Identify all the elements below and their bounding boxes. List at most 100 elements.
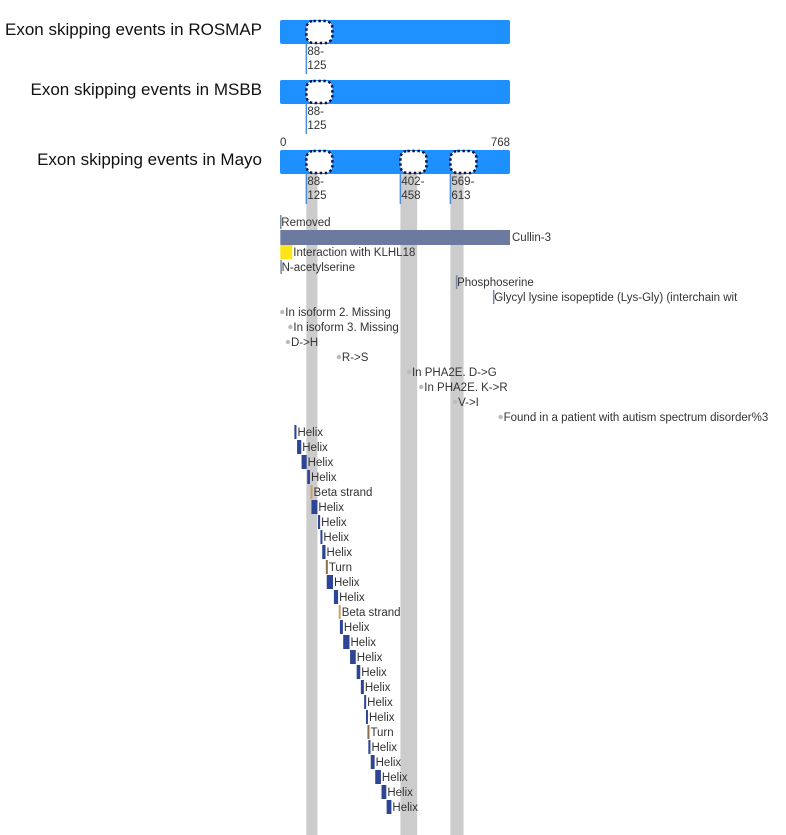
helix-segment[interactable]	[294, 425, 297, 439]
helix-segment[interactable]	[333, 590, 339, 604]
helix-segment[interactable]	[343, 635, 350, 649]
exon-skip-event[interactable]	[449, 149, 478, 175]
variant-dot[interactable]	[406, 369, 412, 375]
variant-dot[interactable]	[419, 384, 424, 390]
turn-segment[interactable]	[367, 725, 370, 739]
feature-label: Helix	[344, 622, 370, 634]
feature-label: Helix	[361, 667, 387, 679]
feature-label: Helix	[369, 712, 395, 724]
helix-segment[interactable]	[320, 530, 323, 544]
helix-segment[interactable]	[356, 665, 361, 679]
feature-label: Beta strand	[342, 607, 401, 619]
feature-label: Turn	[329, 562, 352, 574]
helix-segment[interactable]	[297, 440, 302, 454]
helix-segment[interactable]	[386, 800, 392, 814]
variant-dot[interactable]	[452, 399, 458, 405]
dataset-title: Exon skipping events in MSBB	[30, 80, 262, 99]
feature-variant: V->I	[452, 397, 479, 409]
variant-dot[interactable]	[498, 414, 503, 420]
feature-variant: In isoform 2. Missing	[280, 307, 391, 319]
feature-variant: In PHA2E. K->R	[419, 382, 508, 394]
event-end-label: 125	[307, 190, 326, 202]
feature-site: N-acetylserine	[280, 260, 355, 274]
feature-label: Helix	[311, 472, 337, 484]
feature-label: Helix	[334, 577, 360, 589]
feature-helix: Helix	[297, 440, 328, 454]
feature-helix: Helix	[322, 545, 352, 559]
helix-segment[interactable]	[360, 680, 364, 694]
feature-label: Removed	[281, 217, 330, 229]
feature-label: Helix	[318, 502, 344, 514]
helix-segment[interactable]	[307, 470, 310, 484]
helix-segment[interactable]	[311, 500, 318, 514]
feature-helix: Helix	[375, 770, 408, 784]
dataset-title: Exon skipping events in Mayo	[37, 150, 262, 169]
feature-helix: Helix	[318, 515, 347, 529]
feature-variant: In isoform 3. Missing	[288, 322, 399, 334]
helix-segment[interactable]	[301, 455, 307, 469]
helix-segment[interactable]	[364, 695, 367, 709]
feature-site: Phosphoserine	[455, 275, 534, 289]
feature-binding: Interaction with KLHL18	[280, 245, 415, 259]
feature-label: Helix	[376, 757, 402, 769]
protein-bar[interactable]	[280, 80, 510, 104]
exon-skip-event[interactable]	[305, 149, 334, 175]
feature-helix: Helix	[301, 455, 333, 469]
features-layer: Removed Cullin-3 Interaction with KLHL18 N-…	[280, 215, 768, 814]
event-end-label: 125	[307, 60, 326, 72]
feature-label: Cullin-3	[512, 232, 551, 244]
event-end-label: 458	[401, 190, 420, 202]
helix-segment[interactable]	[370, 755, 375, 769]
variant-dot[interactable]	[336, 354, 342, 360]
event-start-label: 88-	[307, 106, 324, 118]
variant-dot[interactable]	[285, 339, 291, 345]
feature-label: Interaction with KLHL18	[293, 247, 415, 259]
feature-label: Found in a patient with autism spectrum …	[504, 412, 769, 424]
feature-label: Helix	[357, 652, 383, 664]
exon-skip-event[interactable]	[305, 79, 334, 105]
helix-segment[interactable]	[322, 545, 326, 559]
exon-skip-event[interactable]	[305, 19, 334, 45]
feature-helix: Helix	[307, 470, 337, 484]
beta-strand-segment[interactable]	[338, 605, 341, 619]
protein-bar[interactable]	[280, 20, 510, 44]
exon-skip-event[interactable]	[399, 149, 428, 175]
feature-label: In PHA2E. D->G	[412, 367, 497, 379]
binding-region[interactable]	[280, 245, 293, 259]
feature-helix: Helix	[360, 680, 391, 694]
feature-label: Helix	[321, 517, 347, 529]
feature-site: Glycyl lysine isopeptide (Lys-Gly) (inte…	[492, 290, 738, 304]
feature-label: In isoform 2. Missing	[285, 307, 390, 319]
helix-segment[interactable]	[375, 770, 381, 784]
skip-band	[400, 150, 418, 835]
helix-segment[interactable]	[339, 620, 343, 634]
event-end-label: 613	[451, 190, 470, 202]
dataset-title: Exon skipping events in ROSMAP	[5, 20, 262, 39]
variant-dot[interactable]	[288, 324, 293, 330]
feature-label: Helix	[392, 802, 418, 814]
turn-segment[interactable]	[325, 560, 328, 574]
chain-bar[interactable]	[280, 230, 510, 245]
feature-label: D->H	[291, 337, 318, 349]
feature-label: Helix	[302, 442, 328, 454]
feature-label: Helix	[365, 682, 391, 694]
helix-segment[interactable]	[368, 740, 371, 754]
feature-label: Helix	[323, 532, 349, 544]
event-start-label: 402-	[401, 176, 424, 188]
feature-label: Helix	[367, 697, 393, 709]
feature-label: R->S	[342, 352, 369, 364]
event-end-label: 125	[307, 120, 326, 132]
variant-dot[interactable]	[280, 309, 285, 315]
helix-segment[interactable]	[381, 785, 387, 799]
beta-strand-segment[interactable]	[310, 485, 313, 499]
helix-segment[interactable]	[350, 650, 356, 664]
helix-segment[interactable]	[318, 515, 321, 529]
helix-segment[interactable]	[326, 575, 334, 589]
feature-label: Beta strand	[314, 487, 373, 499]
feature-chain: Cullin-3	[280, 230, 551, 245]
feature-helix: Helix	[356, 665, 387, 679]
feature-turn: Turn	[325, 560, 352, 574]
feature-variant: R->S	[336, 352, 369, 364]
helix-segment[interactable]	[365, 710, 368, 724]
feature-helix: Helix	[333, 590, 365, 604]
